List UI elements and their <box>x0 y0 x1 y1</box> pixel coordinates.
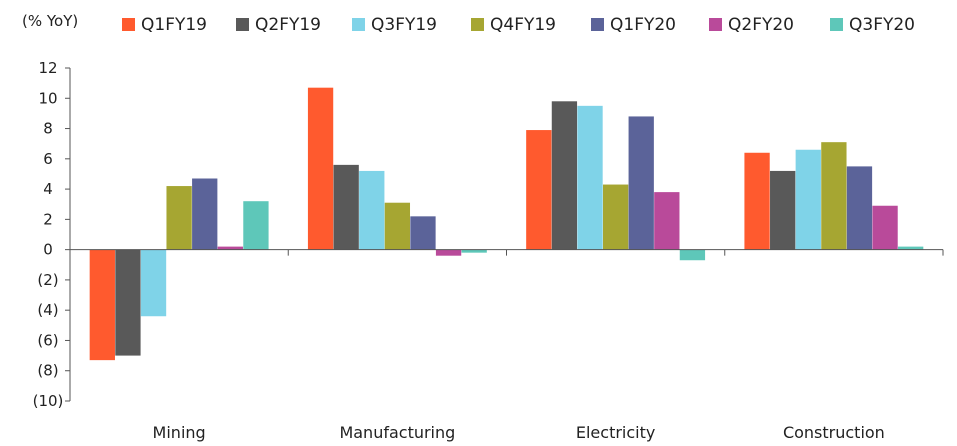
legend: Q1FY19 Q2FY19 Q3FY19 Q4FY19 Q1FY20 Q2FY20 Q3FY… <box>122 15 915 35</box>
category-label-construction: Construction <box>783 423 885 442</box>
bar-construction-q2fy20 <box>872 205 898 250</box>
legend-item-q2fy20: Q2FY20 <box>709 15 794 35</box>
y-tick-label: (8) <box>37 362 58 380</box>
y-tick-label: (6) <box>37 331 58 349</box>
bar-electricity-q3fy20 <box>679 249 706 261</box>
legend-label: Q1FY19 <box>141 15 207 35</box>
legend-item-q3fy20: Q3FY20 <box>830 15 915 35</box>
bar-construction-q1fy20 <box>846 166 873 250</box>
bar-manufacturing-q2fy20 <box>435 249 462 256</box>
legend-item-q1fy19: Q1FY19 <box>122 15 207 35</box>
bar-mining-q3fy19 <box>140 249 167 317</box>
bar-construction-q3fy19 <box>795 149 821 250</box>
category-label-electricity: Electricity <box>576 423 655 442</box>
bar-mining-q1fy20 <box>192 178 218 250</box>
legend-item-q1fy20: Q1FY20 <box>591 15 676 35</box>
series-q3fy19 <box>140 105 821 317</box>
legend-item-q3fy19: Q3FY19 <box>352 15 437 35</box>
legend-label: Q1FY20 <box>610 15 676 35</box>
bar-electricity-q2fy20 <box>654 192 680 250</box>
bar-construction-q4fy19 <box>821 142 847 250</box>
legend-swatch <box>471 18 484 31</box>
bar-electricity-q1fy19 <box>526 130 552 250</box>
bar-manufacturing-q3fy20 <box>461 249 487 253</box>
y-tick-label: 10 <box>38 89 57 107</box>
legend-label: Q2FY20 <box>728 15 794 35</box>
unit-label: (% YoY) <box>22 12 78 30</box>
legend-swatch <box>122 18 135 31</box>
x-axis: Mining Manufacturing Electricity Constructi… <box>69 249 944 442</box>
bar-construction-q3fy20 <box>898 246 924 250</box>
category-label-mining: Mining <box>153 423 206 442</box>
series-q2fy19 <box>115 101 796 356</box>
category-label-manufacturing: Manufacturing <box>339 423 455 442</box>
legend-item-q2fy19: Q2FY19 <box>236 15 321 35</box>
bar-construction-q1fy19 <box>744 152 770 250</box>
bar-electricity-q4fy19 <box>602 184 629 250</box>
y-axis: 12 10 8 6 4 2 0 (2) (4) (6) (8) (10) <box>33 59 71 410</box>
y-tick-label: 12 <box>38 59 57 77</box>
legend-swatch <box>236 18 249 31</box>
bar-electricity-q2fy19 <box>551 101 578 250</box>
series-q1fy20 <box>192 116 873 250</box>
bar-mining-q3fy20 <box>243 201 269 250</box>
y-tick-label: 4 <box>43 180 53 198</box>
bar-mining-q2fy19 <box>115 249 141 356</box>
bar-mining-q4fy19 <box>166 186 192 250</box>
bar-mining-q1fy19 <box>89 249 115 361</box>
legend-swatch <box>709 18 722 31</box>
y-tick-label: 0 <box>43 241 53 259</box>
bar-manufacturing-q1fy19 <box>307 87 334 250</box>
legend-label: Q3FY20 <box>849 15 915 35</box>
series-q1fy19 <box>89 87 770 361</box>
bars <box>89 87 924 361</box>
bar-electricity-q1fy20 <box>628 116 654 250</box>
y-tick-label: (10) <box>33 392 64 410</box>
bar-manufacturing-q2fy19 <box>333 164 359 250</box>
legend-swatch <box>352 18 365 31</box>
legend-swatch <box>830 18 843 31</box>
legend-label: Q4FY19 <box>490 15 556 35</box>
series-q2fy20 <box>217 192 898 256</box>
bar-mining-q2fy20 <box>217 246 243 250</box>
bar-manufacturing-q4fy19 <box>384 202 411 250</box>
y-tick-label: (4) <box>37 301 58 319</box>
legend-label: Q3FY19 <box>371 15 437 35</box>
bar-construction-q2fy19 <box>770 170 796 250</box>
bar-manufacturing-q3fy19 <box>359 170 385 250</box>
bar-electricity-q3fy19 <box>577 105 603 250</box>
series-q4fy19 <box>166 142 847 250</box>
legend-item-q4fy19: Q4FY19 <box>471 15 556 35</box>
y-tick-label: (2) <box>37 271 58 289</box>
legend-label: Q2FY19 <box>255 15 321 35</box>
series-q3fy20 <box>243 201 924 261</box>
bar-manufacturing-q1fy20 <box>410 216 436 250</box>
legend-swatch <box>591 18 604 31</box>
y-tick-label: 6 <box>43 150 53 168</box>
y-tick-label: 8 <box>43 120 53 138</box>
y-tick-label: 2 <box>43 210 53 228</box>
